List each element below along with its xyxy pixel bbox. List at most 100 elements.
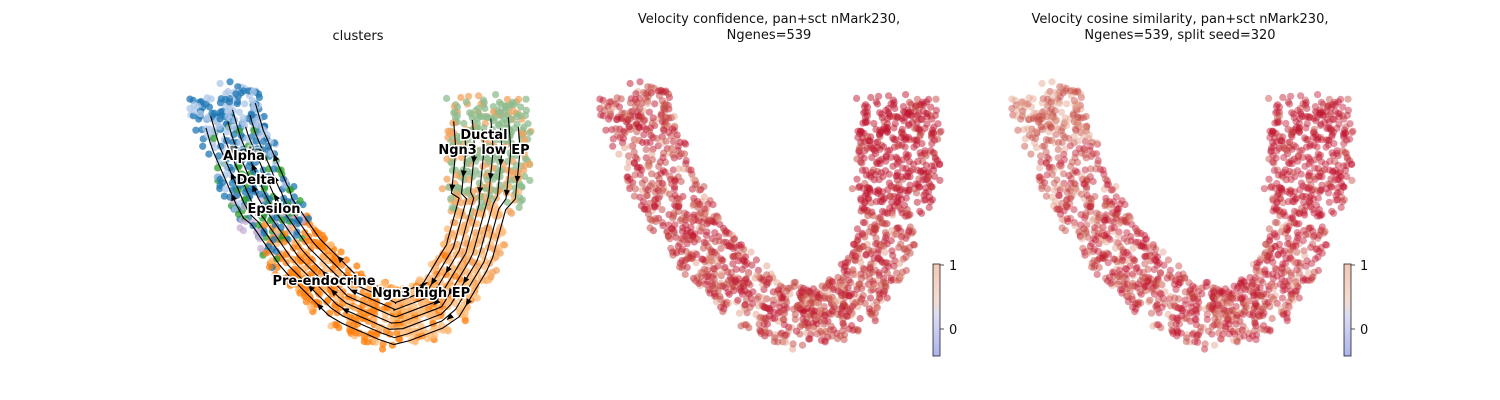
cell-point [829,278,837,286]
cell-point [838,292,846,300]
cell-point [1186,286,1194,294]
cell-point [884,186,892,194]
cell-point [770,337,778,346]
cell-point [863,183,872,191]
cell-point [871,317,879,325]
cell-point [321,277,329,286]
cell-point [612,125,620,133]
cell-point [651,100,659,108]
cell-point [350,276,358,285]
cell-point [737,322,745,330]
cell-point [822,282,831,290]
cell-point [203,131,211,139]
cell-point [496,181,504,189]
cell-point [263,131,271,139]
cell-point [752,256,761,264]
cell-point [281,181,289,189]
cell-point [698,255,706,263]
cell-point [236,182,244,190]
cell-point [1261,266,1269,274]
cell-point [335,290,343,298]
cell-point [1181,301,1189,309]
cell-point [1314,253,1322,261]
cell-point [820,320,828,328]
panel1-labels: Beta Alpha Delta Epsilon Pre-endocrine N… [222,127,532,303]
cell-point [441,325,450,333]
label-epsilon: Epsilon [247,202,300,217]
cell-point [1039,142,1047,150]
cell-point [1088,263,1096,271]
cell-point [1215,301,1223,309]
cell-point [1293,248,1301,256]
stream-arrow [273,194,280,202]
cell-point [1307,181,1315,189]
cell-point [271,270,279,278]
cell-point [226,105,234,113]
cell-point [699,244,708,252]
cell-point [1337,173,1345,181]
cell-point [1327,183,1335,191]
stream-arrow [254,207,261,215]
cell-point [936,128,944,137]
cell-point [702,231,711,239]
panel2-title: Velocity confidence, pan+sct nMark230, [638,12,900,27]
cell-point [485,181,493,189]
cell-point [1232,320,1240,328]
cell-point [1323,241,1331,249]
cell-point [1260,185,1268,193]
cell-point [1218,312,1226,320]
cell-point [867,223,875,231]
cell-point [443,94,451,102]
cell-point [1267,280,1275,288]
stream-arrow [503,189,510,197]
cell-point [1290,258,1298,266]
cell-point [753,271,761,279]
cell-point [1107,279,1115,287]
cell-point [457,260,465,268]
cell-point [913,198,921,206]
cell-point [609,142,617,150]
cell-point [1158,303,1166,311]
cell-point [662,137,670,145]
cell-point [866,137,874,145]
cell-point [779,293,787,302]
cell-point [312,228,320,236]
cell-point [861,272,869,280]
cell-point [714,215,723,223]
cell-point [242,217,250,226]
cell-point [319,260,327,268]
cell-point [488,125,496,133]
cell-point [1111,244,1120,252]
cell-point [1278,137,1286,145]
panel1-title: clusters [333,29,384,44]
cell-point [329,256,337,264]
cell-point [1095,255,1103,263]
cell-point [894,113,902,121]
cell-point [638,179,646,187]
cell-point [1287,294,1296,302]
cell-point [927,129,936,137]
cell-point [1298,146,1306,154]
cell-point [232,90,240,98]
cell-point [1280,153,1288,162]
cell-point [1307,158,1315,166]
cell-point [1056,163,1064,171]
cell-point [679,236,688,244]
cell-point [393,301,401,309]
cell-point [241,100,249,108]
cell-point [1066,186,1074,194]
cell-point [1124,298,1132,306]
cell-point [1216,319,1224,327]
cell-point [1251,273,1259,282]
cell-point [892,230,900,238]
cell-point [1025,94,1033,102]
cell-point [1191,293,1199,302]
cell-point [674,142,683,150]
panel3-colorbar-max: 1 [1360,259,1368,274]
cell-point [646,138,654,146]
cell-point [890,124,898,132]
cell-point [264,203,272,211]
cell-point [501,124,509,133]
cell-point [631,95,640,104]
cell-point [914,157,922,165]
